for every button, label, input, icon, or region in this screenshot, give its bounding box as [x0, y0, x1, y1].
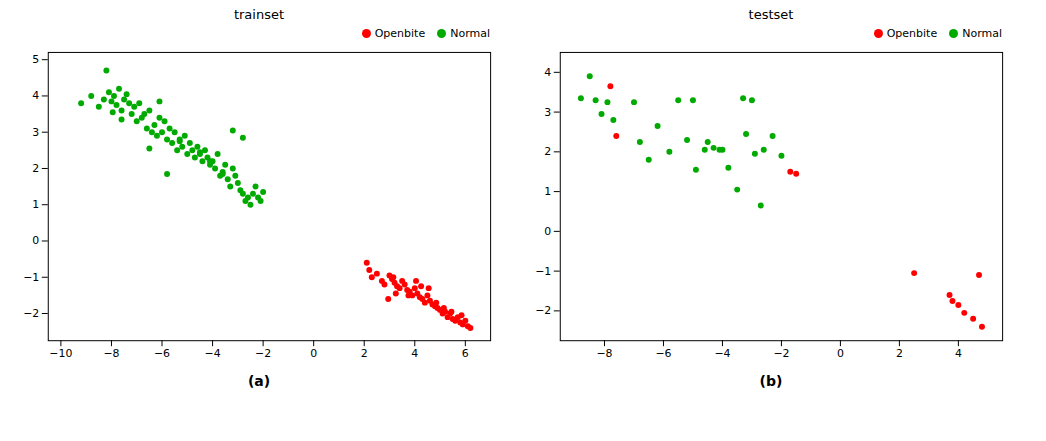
svg-text:1: 1: [32, 198, 39, 211]
svg-text:4: 4: [411, 347, 418, 360]
svg-text:0: 0: [32, 234, 39, 247]
html-text:trainset: trainset: [233, 7, 285, 22]
svg-text:−1: −1: [23, 271, 39, 284]
html-text:Openbite: Openbite: [886, 26, 938, 40]
svg-text:−8: −8: [103, 347, 119, 360]
svg-text:0: 0: [544, 225, 551, 238]
svg-text:−4: −4: [205, 347, 221, 360]
svg-text:3: 3: [544, 106, 551, 119]
svg-text:−2: −2: [535, 304, 551, 317]
svg-text:−10: −10: [49, 347, 72, 360]
svg-text:3: 3: [32, 126, 39, 139]
html-text:Normal: Normal: [450, 26, 490, 40]
svg-text:−2: −2: [773, 347, 789, 360]
html-text:(b): (b): [759, 373, 783, 389]
svg-text:0: 0: [310, 347, 317, 360]
html-text:Openbite: Openbite: [374, 26, 426, 40]
svg-text:−6: −6: [154, 347, 170, 360]
svg-text:1: 1: [544, 185, 551, 198]
svg-text:6: 6: [462, 347, 469, 360]
svg-text:−8: −8: [596, 347, 612, 360]
html-text:(a): (a): [247, 373, 271, 389]
svg-text:−6: −6: [655, 347, 671, 360]
svg-text:0: 0: [837, 347, 844, 360]
html-text:testset: testset: [748, 7, 794, 22]
svg-text:2: 2: [896, 347, 903, 360]
svg-text:−1: −1: [535, 265, 551, 278]
svg-text:−2: −2: [255, 347, 271, 360]
svg-text:2: 2: [544, 145, 551, 158]
svg-text:4: 4: [955, 347, 962, 360]
svg-text:4: 4: [544, 66, 551, 79]
svg-text:2: 2: [32, 162, 39, 175]
svg-text:5: 5: [32, 53, 39, 66]
svg-text:−4: −4: [714, 347, 730, 360]
html-text:Normal: Normal: [962, 26, 1002, 40]
svg-text:2: 2: [361, 347, 368, 360]
svg-text:4: 4: [32, 89, 39, 102]
svg-text:−2: −2: [23, 307, 39, 320]
